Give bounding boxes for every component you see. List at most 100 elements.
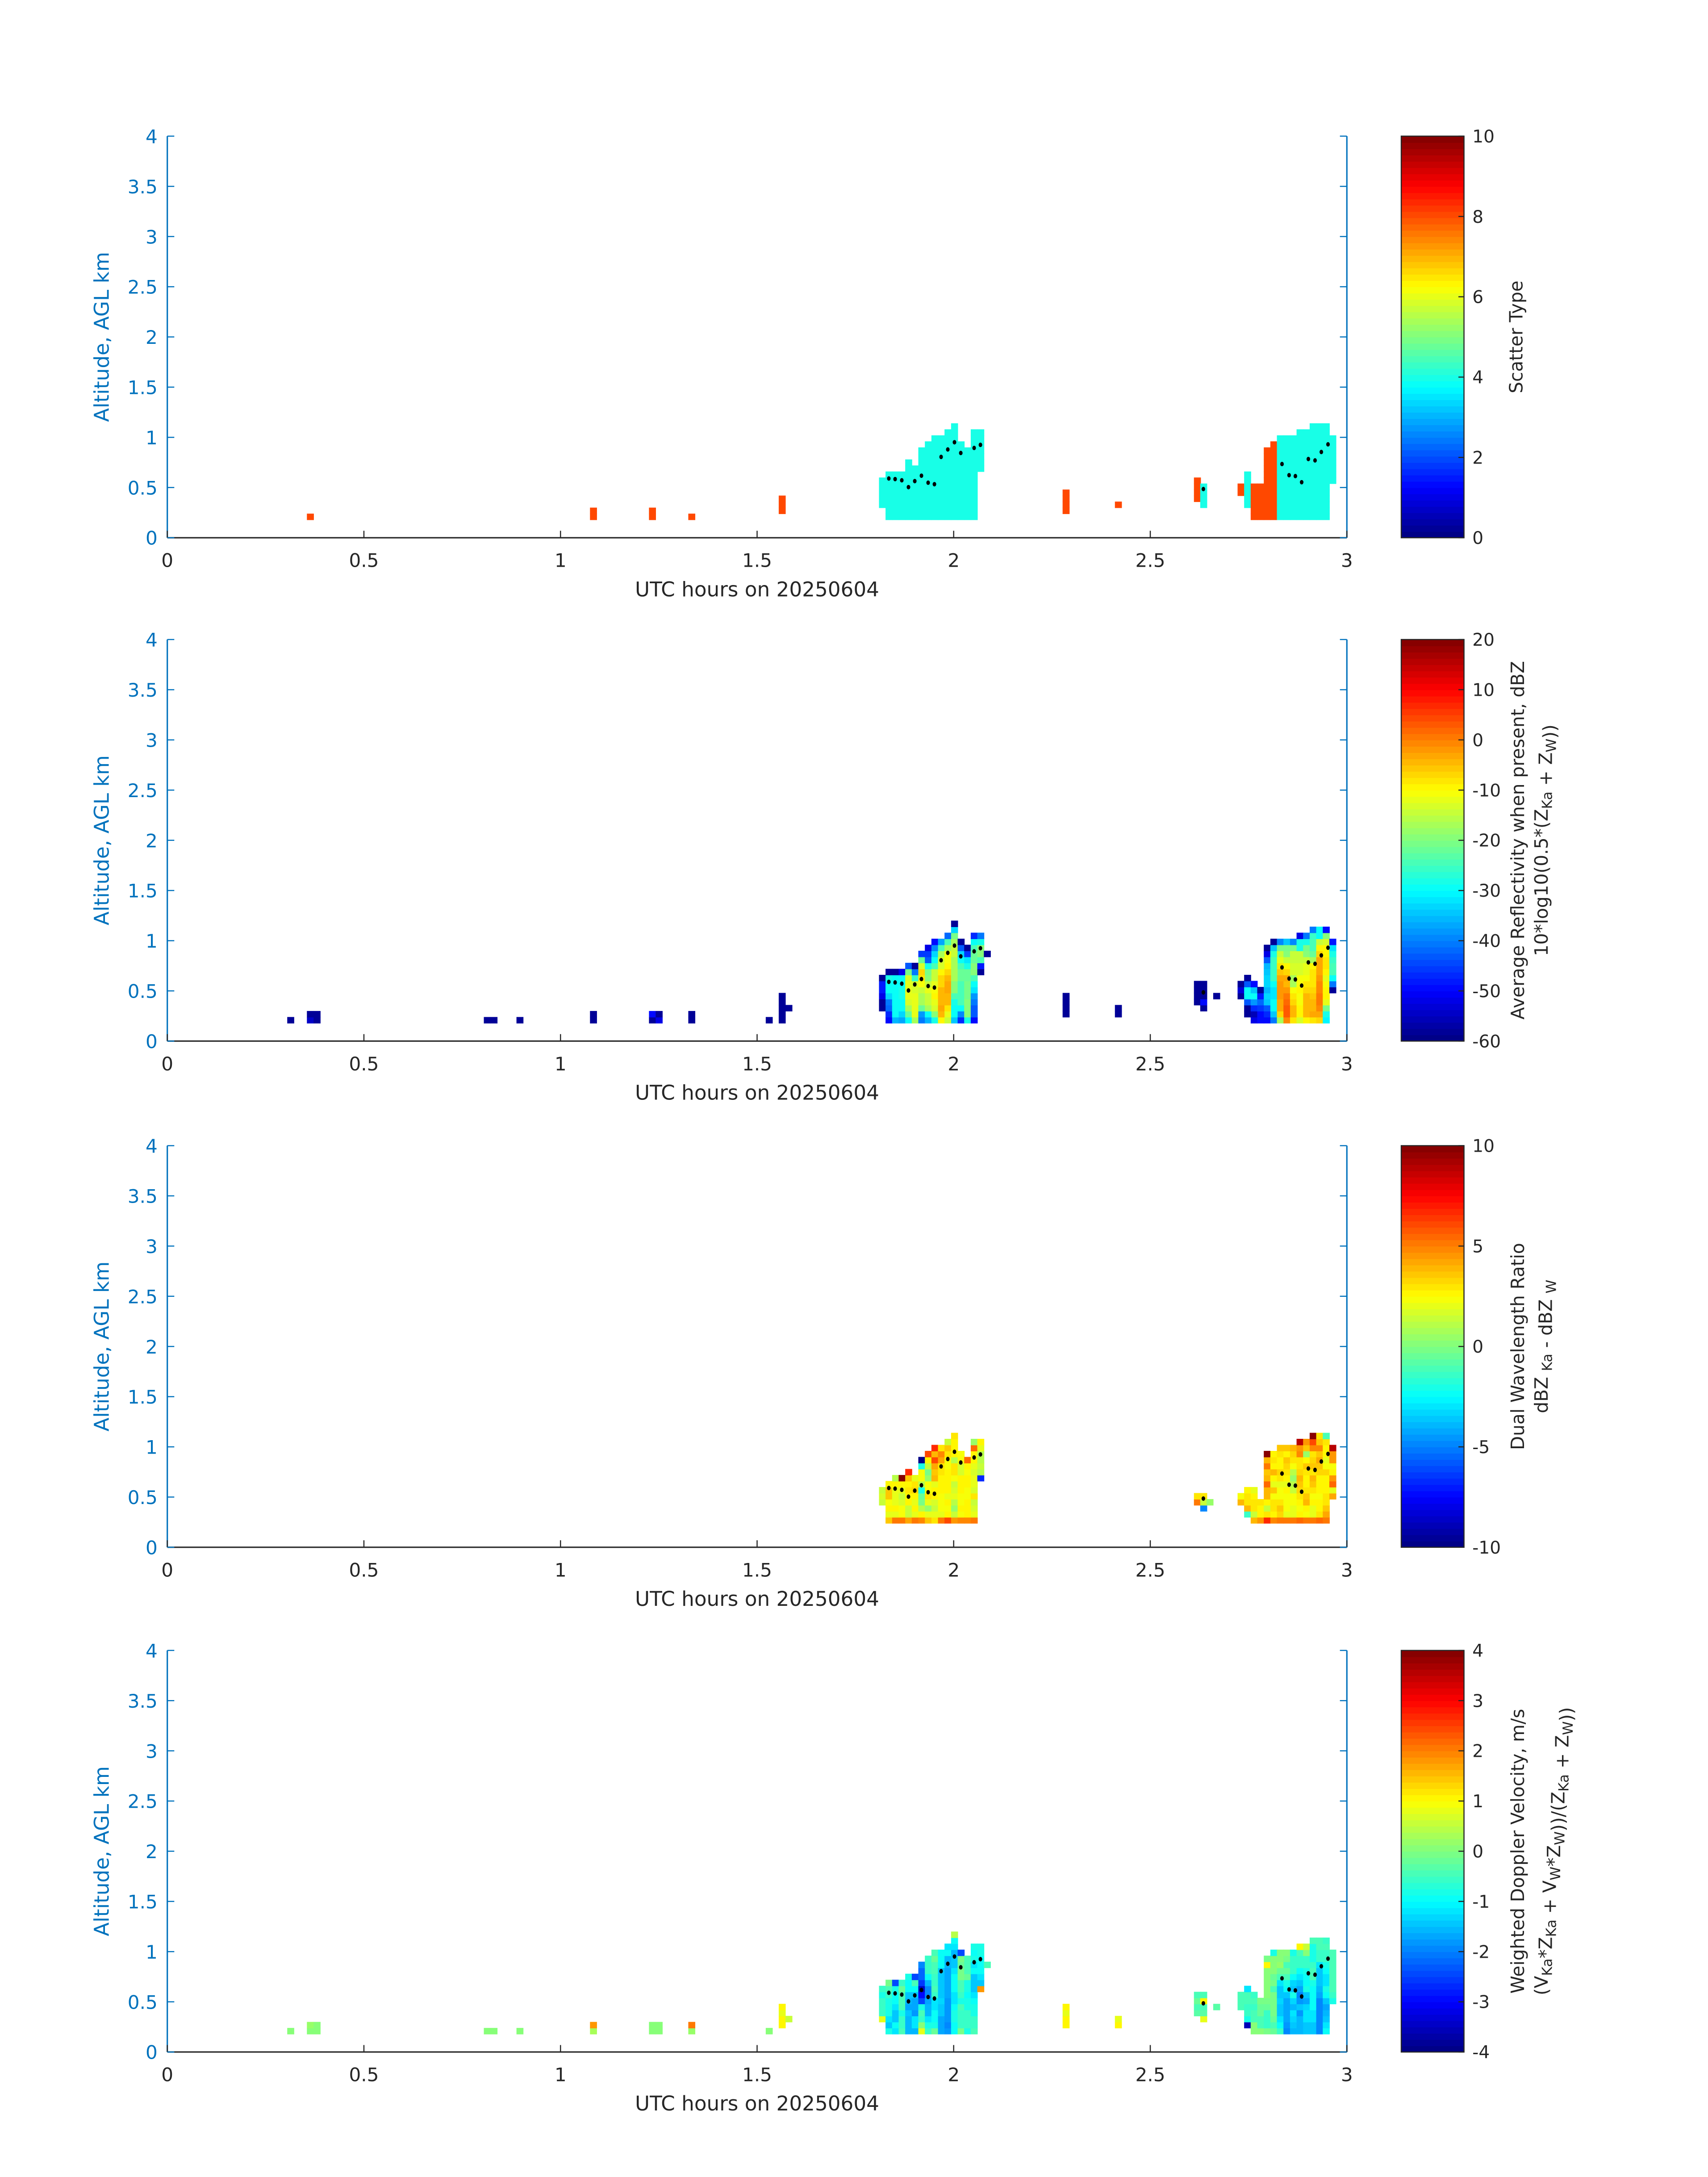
heatmap-cell xyxy=(931,2016,939,2022)
heatmap-cell xyxy=(944,2004,952,2010)
heatmap-cell xyxy=(1329,1949,1336,1956)
heatmap-cell xyxy=(1329,1487,1336,1494)
heatmap-cell xyxy=(1309,1499,1317,1506)
marker-point xyxy=(1313,1467,1317,1472)
heatmap-cell xyxy=(1303,489,1310,496)
heatmap-cell xyxy=(1296,453,1304,460)
heatmap-cell xyxy=(938,471,945,478)
heatmap-cell xyxy=(1264,974,1271,982)
colorbar-tick-label: 2 xyxy=(1472,1742,1483,1762)
heatmap-cell xyxy=(1200,1005,1207,1011)
heatmap-cell xyxy=(931,1505,939,1512)
heatmap-cell xyxy=(1303,514,1310,520)
heatmap-cell xyxy=(649,1011,656,1018)
heatmap-cell xyxy=(938,1499,945,1506)
heatmap-cell xyxy=(984,951,991,957)
colorbar-label-subscript: W xyxy=(1548,1867,1564,1880)
marker-point xyxy=(913,479,917,484)
colorbar-swatch xyxy=(1401,217,1464,225)
heatmap-cell xyxy=(1303,1961,1310,1968)
heatmap-cell xyxy=(307,2022,314,2029)
heatmap-cell xyxy=(951,1011,958,1018)
marker-point xyxy=(919,1483,923,1488)
heatmap-cell xyxy=(911,974,919,982)
heatmap-cell xyxy=(944,993,952,999)
heatmap-cell xyxy=(970,441,978,448)
heatmap-cell xyxy=(918,1469,926,1475)
heatmap-cell xyxy=(951,1937,958,1944)
heatmap-cell xyxy=(964,1457,971,1463)
x-tick-label: 2 xyxy=(948,2064,960,2086)
marker-point xyxy=(972,1455,976,1460)
heatmap-cell xyxy=(925,483,932,490)
heatmap-cell xyxy=(931,1462,939,1470)
colorbar-tick-label: 10 xyxy=(1472,1137,1495,1157)
heatmap-cell xyxy=(964,1980,971,1986)
colorbar-swatch xyxy=(1401,1022,1464,1029)
heatmap-cell xyxy=(778,507,786,514)
heatmap-cell xyxy=(1290,1457,1297,1463)
heatmap-cell xyxy=(1296,489,1304,496)
heatmap-cell xyxy=(1264,483,1271,490)
colorbar-swatch xyxy=(1401,1478,1464,1485)
heatmap-cell xyxy=(938,944,945,951)
heatmap-cell xyxy=(1303,986,1310,994)
colorbar-swatch xyxy=(1401,1365,1464,1372)
heatmap-cell xyxy=(898,1493,906,1500)
heatmap-cell xyxy=(938,1505,945,1512)
heatmap-cell xyxy=(1323,2028,1330,2035)
heatmap-cell xyxy=(925,993,932,999)
heatmap-cell xyxy=(938,2022,945,2029)
marker-point xyxy=(978,1957,982,1962)
heatmap-cell xyxy=(1309,932,1317,939)
y-tick-label: 1 xyxy=(146,1437,158,1458)
heatmap-cell xyxy=(1194,1992,1201,1998)
heatmap-cell xyxy=(1264,1017,1271,1024)
marker-point xyxy=(959,1965,963,1970)
heatmap-cell xyxy=(885,471,893,478)
heatmap-cell xyxy=(1309,2022,1317,2029)
heatmap-cell xyxy=(1316,489,1324,496)
heatmap-cell xyxy=(931,1487,939,1494)
heatmap-cell xyxy=(313,2022,321,2029)
heatmap-cell xyxy=(1115,2022,1122,2029)
marker-point xyxy=(1280,462,1284,467)
colorbar-swatch xyxy=(1401,865,1464,872)
heatmap-cell xyxy=(1277,1005,1284,1011)
colorbar-swatch xyxy=(1401,978,1464,985)
heatmap-cell xyxy=(957,507,965,514)
colorbar-tick-label: -5 xyxy=(1472,1437,1490,1458)
heatmap-cell xyxy=(1296,2010,1304,2017)
colorbar-swatch xyxy=(1401,1334,1464,1341)
heatmap-cell xyxy=(1270,1968,1278,1974)
heatmap-cell xyxy=(1290,507,1297,514)
heatmap-cell xyxy=(944,465,952,472)
heatmap-cell xyxy=(944,2028,952,2035)
marker-point xyxy=(1306,1971,1311,1976)
heatmap-cell xyxy=(1303,471,1310,478)
heatmap-cell xyxy=(885,1517,893,1524)
heatmap-cell xyxy=(931,1992,939,1998)
heatmap-cell xyxy=(778,1011,786,1018)
heatmap-cell xyxy=(1323,993,1330,999)
heatmap-cell xyxy=(1277,514,1284,520)
heatmap-cell xyxy=(1283,2010,1290,2017)
heatmap-cell xyxy=(1250,999,1258,1006)
heatmap-cell xyxy=(925,1973,932,1981)
heatmap-cell xyxy=(944,974,952,982)
heatmap-cell xyxy=(911,1005,919,1011)
heatmap-cell xyxy=(957,1499,965,1506)
colorbar-swatch xyxy=(1401,1308,1464,1316)
heatmap-cell xyxy=(1316,1445,1324,1451)
heatmap-cell xyxy=(898,495,906,502)
marker-point xyxy=(1287,473,1291,478)
heatmap-cell xyxy=(885,1005,893,1011)
heatmap-cell xyxy=(938,507,945,514)
heatmap-cell xyxy=(951,932,958,939)
x-tick-label: 1.5 xyxy=(742,1053,772,1075)
heatmap-cell xyxy=(931,465,939,472)
colorbar-swatch xyxy=(1401,343,1464,350)
y-tick-label: 2.5 xyxy=(128,276,158,298)
heatmap-cell xyxy=(1264,1481,1271,1488)
colorbar-label-subscript: Ka xyxy=(1544,1919,1560,1937)
